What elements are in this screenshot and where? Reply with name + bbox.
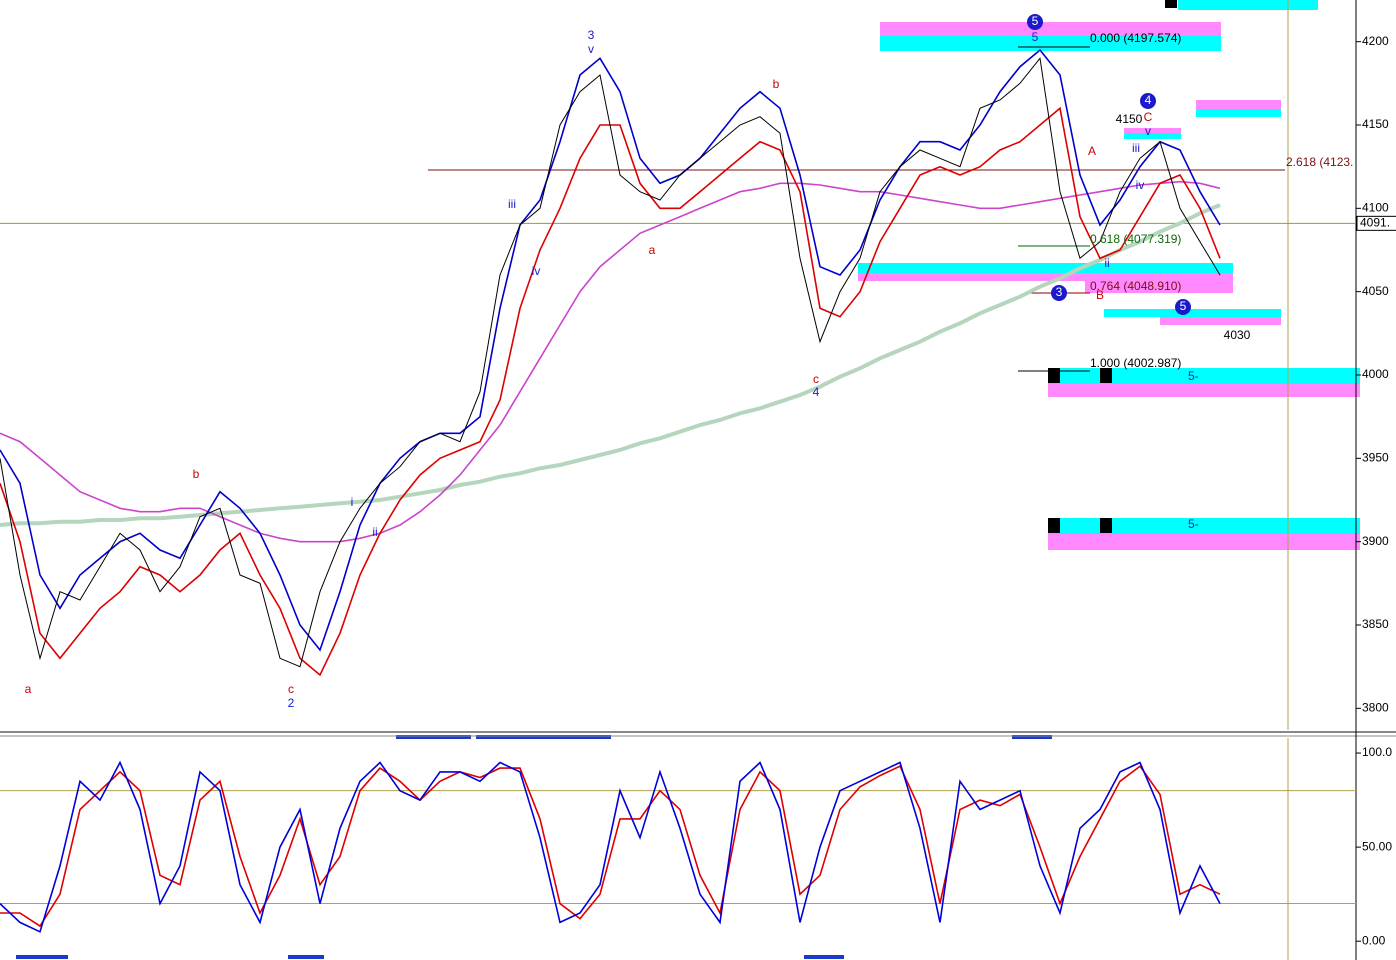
series-line (0, 106, 1221, 677)
wave-label: 5 (1032, 30, 1039, 44)
wave-label: C (1144, 110, 1153, 124)
fib-label: 2.618 (4123. (1286, 155, 1353, 169)
series-line (0, 57, 1221, 668)
y-tick-label: 4050 (1362, 284, 1389, 298)
y-tick-label: 100.0 (1362, 745, 1392, 759)
y-tick-label: 0.00 (1362, 933, 1386, 947)
wave-label: iii (1132, 141, 1140, 155)
wave-label: 3 (588, 28, 595, 42)
series-line (0, 765, 1221, 928)
wave-label: b (193, 467, 200, 481)
y-tick-label: 3800 (1362, 701, 1389, 715)
wave-label: 2 (288, 696, 295, 710)
last-price-box (1356, 215, 1396, 231)
fib-label: 0.618 (4077.319) (1090, 232, 1181, 246)
wave-circle-label: 3 (1056, 285, 1063, 299)
y-tick-label: 4150 (1362, 117, 1389, 131)
wave-label: B (1096, 288, 1104, 302)
wave-circle-label: 5 (1180, 299, 1187, 313)
zone-label: 5- (1188, 369, 1199, 383)
y-tick-label: 3850 (1362, 617, 1389, 631)
wave-label: A (1088, 144, 1096, 158)
y-tick-label: 4200 (1362, 34, 1389, 48)
wave-label: a (25, 682, 32, 696)
wave-label: v (1145, 124, 1151, 138)
wave-label: 4 (813, 385, 820, 399)
y-tick-label: 4100 (1362, 201, 1389, 215)
wave-label: i (351, 495, 354, 509)
y-tick-label: 50.00 (1362, 839, 1392, 853)
wave-label: b (773, 77, 780, 91)
fib-label: 1.000 (4002.987) (1090, 356, 1181, 370)
series-line (0, 203, 1221, 527)
fib-label: 0.000 (4197.574) (1090, 31, 1181, 45)
wave-label: iv (532, 264, 541, 278)
fib-label: 0.764 (4048.910) (1090, 279, 1181, 293)
wave-label: c (288, 682, 294, 696)
wave-label: iii (508, 197, 516, 211)
annotations: a b c 2 i ii iii iv 3 v a b c 4 5 A B ii… (25, 14, 1354, 710)
wave-label: a (649, 243, 656, 257)
price-label: 4030 (1224, 328, 1251, 342)
y-tick-label: 3950 (1362, 451, 1389, 465)
wave-label: v (588, 42, 594, 56)
price-label: 4150 (1116, 112, 1143, 126)
last-price-label: 4091. (1360, 216, 1390, 230)
zone-label: 5- (1188, 517, 1199, 531)
y-tick-label: 3900 (1362, 534, 1389, 548)
wave-label: c (813, 372, 819, 386)
y-tick-label: 4000 (1362, 367, 1389, 381)
wave-circle-label: 5 (1032, 14, 1039, 28)
series-line (0, 48, 1221, 652)
wave-label: iv (1136, 178, 1145, 192)
wave-circle-label: 4 (1145, 93, 1152, 107)
series-line (0, 760, 1221, 933)
wave-label: ii (1104, 256, 1109, 270)
wave-label: ii (372, 525, 377, 539)
series-line (0, 180, 1221, 543)
